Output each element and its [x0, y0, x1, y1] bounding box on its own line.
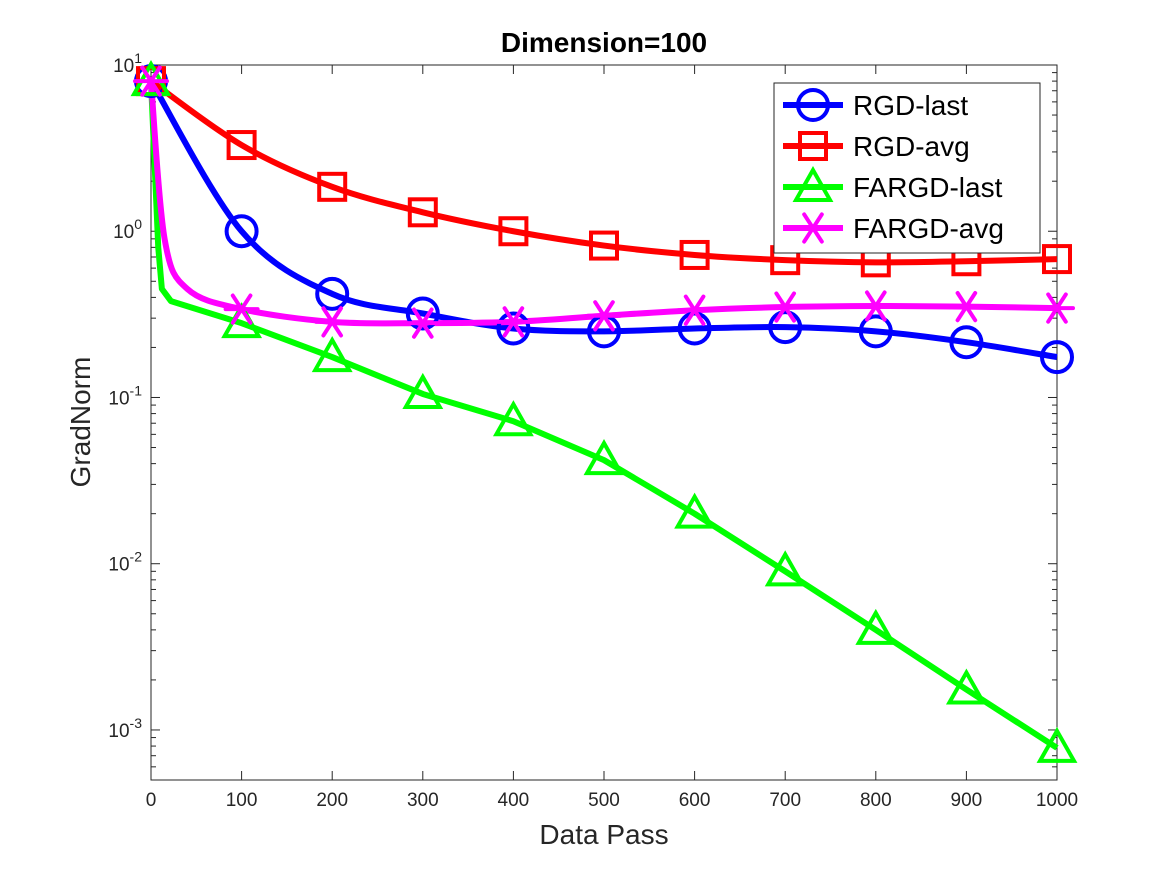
- data-point-fargd-avg: [223, 293, 260, 325]
- legend-label: FARGD-last: [853, 172, 1003, 203]
- data-point-rgd-avg: [226, 130, 257, 161]
- data-point-rgd-last: [858, 314, 893, 349]
- data-point-fargd-last: [855, 608, 897, 645]
- legend-label: FARGD-avg: [853, 213, 1004, 244]
- data-point-fargd-avg: [1039, 292, 1075, 324]
- y-tick-base: 10: [108, 555, 129, 576]
- series-markers: [130, 60, 1078, 763]
- y-tick-base: 10: [113, 56, 134, 77]
- legend-marker-rgd-avg: [798, 131, 828, 161]
- data-point-rgd-avg: [589, 230, 619, 261]
- data-point-fargd-avg: [586, 300, 622, 332]
- data-point-fargd-avg: [767, 291, 804, 323]
- x-tick-label: 300: [407, 790, 439, 811]
- data-point-fargd-last: [674, 492, 716, 529]
- data-point-rgd-last: [496, 311, 531, 346]
- y-tick-exponent: -2: [130, 549, 143, 565]
- y-tick-label: 10-1: [108, 382, 142, 409]
- data-point-rgd-last: [768, 310, 803, 345]
- data-point-fargd-avg: [857, 290, 894, 322]
- data-point-rgd-avg: [679, 239, 710, 270]
- data-point-fargd-avg: [133, 65, 169, 97]
- y-tick-exponent: -3: [130, 715, 143, 731]
- x-tick-label: 0: [146, 790, 157, 811]
- data-point-rgd-avg: [317, 171, 348, 202]
- y-tick-exponent: -1: [130, 382, 143, 398]
- legend-marker-fargd-avg: [795, 212, 831, 244]
- x-tick-label: 1000: [1036, 790, 1078, 811]
- data-point-fargd-last: [311, 336, 353, 373]
- data-point-fargd-avg: [948, 291, 985, 323]
- data-point-rgd-last: [224, 214, 259, 249]
- y-tick-label: 10-3: [108, 715, 142, 742]
- x-tick-label: 600: [679, 790, 711, 811]
- data-point-fargd-last: [402, 372, 444, 409]
- series-line-fargd-last: [148, 80, 1059, 751]
- data-point-rgd-avg: [1042, 244, 1072, 275]
- data-point-fargd-last: [492, 400, 534, 437]
- x-tick-label: 900: [951, 790, 983, 811]
- x-tick-label: 500: [588, 790, 620, 811]
- y-tick-base: 10: [108, 721, 129, 742]
- data-point-fargd-last: [1036, 726, 1078, 763]
- y-tick-label: 101: [113, 50, 142, 77]
- data-point-fargd-avg: [314, 306, 351, 338]
- data-point-fargd-avg: [495, 306, 532, 338]
- y-tick-exponent: 1: [134, 50, 142, 66]
- y-axis-label: GradNorm: [65, 357, 96, 488]
- data-point-fargd-avg: [404, 307, 441, 339]
- data-point-fargd-avg: [676, 294, 713, 326]
- series-line-rgd-avg: [149, 78, 1058, 266]
- legend-marker-fargd-last: [792, 165, 834, 202]
- data-point-rgd-last: [1040, 340, 1074, 375]
- legend-marker-rgd-last: [796, 88, 830, 122]
- data-point-fargd-last: [945, 668, 987, 705]
- y-tick-label: 10-2: [108, 549, 142, 576]
- y-tick-label: 100: [113, 216, 142, 243]
- data-point-fargd-last: [583, 439, 625, 476]
- chart-title: Dimension=100: [501, 27, 707, 58]
- x-tick-label: 200: [316, 790, 348, 811]
- x-tick-label: 100: [226, 790, 258, 811]
- data-point-rgd-last: [405, 296, 440, 331]
- data-point-rgd-avg: [498, 216, 529, 247]
- data-point-fargd-last: [764, 550, 806, 587]
- data-point-rgd-last: [315, 276, 350, 311]
- legend-box: [773, 82, 1041, 254]
- y-tick-base: 10: [113, 222, 134, 243]
- x-tick-label: 700: [769, 790, 801, 811]
- legend-label: RGD-avg: [853, 131, 970, 162]
- y-tick-exponent: 0: [134, 216, 142, 232]
- legend: RGD-last RGD-avg FARGD-last FARGD-avg: [773, 82, 1041, 254]
- x-tick-label: 800: [860, 790, 892, 811]
- x-tick-label: 400: [498, 790, 530, 811]
- data-point-rgd-last: [949, 325, 984, 360]
- data-point-rgd-avg: [407, 197, 438, 228]
- legend-label: RGD-last: [853, 90, 968, 121]
- y-tick-base: 10: [108, 388, 129, 409]
- x-axis-label: Data Pass: [539, 819, 668, 850]
